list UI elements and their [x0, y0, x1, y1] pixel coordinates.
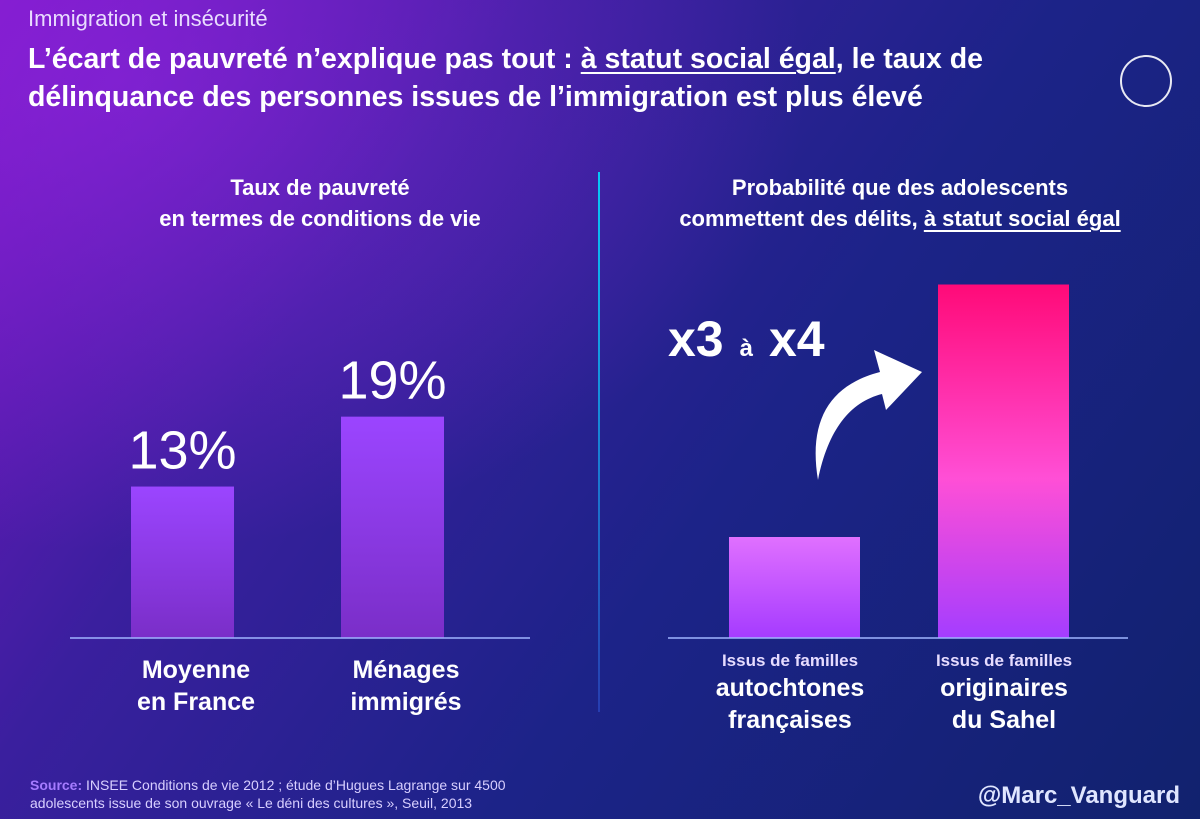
multiplier-right: x4: [768, 311, 825, 367]
source-line1: Source: INSEE Conditions de vie 2012 ; é…: [30, 776, 506, 794]
headline: L’écart de pauvreté n’explique pas tout …: [28, 40, 1108, 116]
left-bar-1: [341, 416, 444, 638]
right-chart-title: Probabilité que des adolescents commette…: [600, 172, 1200, 234]
left-category-0: Moyenne en France: [96, 654, 296, 718]
left-chart-title-line1: Taux de pauvreté: [230, 175, 410, 200]
left-chart-title: Taux de pauvreté en termes de conditions…: [90, 172, 550, 234]
right-category-1-line2: du Sahel: [951, 706, 1057, 734]
right-category-0-line2: françaises: [728, 706, 852, 734]
panel-divider: [598, 172, 600, 712]
left-category-1: Ménages immigrés: [306, 654, 506, 718]
right-category-1-small: Issus de familles: [935, 651, 1073, 670]
right-category-1: Issus de familles originaires du Sahel: [894, 650, 1114, 736]
source-note: Source: INSEE Conditions de vie 2012 ; é…: [30, 776, 506, 812]
right-chart-title-plain: commettent des délits,: [679, 206, 924, 231]
left-value-label-0: 13%: [128, 421, 236, 481]
left-chart-title-line2: en termes de conditions de vie: [159, 206, 481, 231]
headline-part1: L’écart de pauvreté n’explique pas tout …: [28, 43, 581, 75]
source-line2: adolescents issue de son ouvrage « Le dé…: [30, 795, 473, 811]
french-flag-icon: [1120, 55, 1172, 107]
left-category-0-line2: en France: [136, 688, 256, 716]
right-category-0-line1: autochtones: [715, 674, 865, 702]
source-text1: INSEE Conditions de vie 2012 ; étude d’H…: [82, 777, 506, 793]
right-chart-title-line2: commettent des délits, à statut social é…: [600, 203, 1200, 234]
left-bar-0: [131, 486, 234, 638]
kicker: Immigration et insécurité: [28, 6, 268, 31]
curved-arrow-icon: [815, 350, 922, 480]
right-bar-1: [938, 284, 1069, 638]
left-category-0-line1: Moyenne: [141, 656, 251, 684]
headline-part2: , le taux de délinquance des personnes i…: [28, 43, 984, 113]
left-category-1-line2: immigrés: [350, 688, 462, 716]
headline-underlined: à statut social égal: [580, 43, 836, 75]
right-category-1-line1: originaires: [940, 674, 1068, 702]
right-category-0: Issus de familles autochtones françaises: [680, 650, 900, 736]
author-handle: @Marc_Vanguard: [977, 782, 1180, 809]
right-chart-title-underlined: à statut social égal: [923, 206, 1121, 231]
source-label: Source:: [30, 777, 83, 793]
left-value-label-1: 19%: [338, 351, 446, 411]
left-category-1-line1: Ménages: [352, 656, 460, 684]
multiplier-annotation: x3 à x4: [668, 310, 825, 368]
multiplier-left: x3: [668, 311, 724, 367]
right-chart-title-line1: Probabilité que des adolescents: [731, 175, 1069, 200]
right-bar-0: [729, 537, 860, 638]
multiplier-middle: à: [739, 335, 753, 362]
right-category-0-small: Issus de familles: [721, 651, 859, 670]
